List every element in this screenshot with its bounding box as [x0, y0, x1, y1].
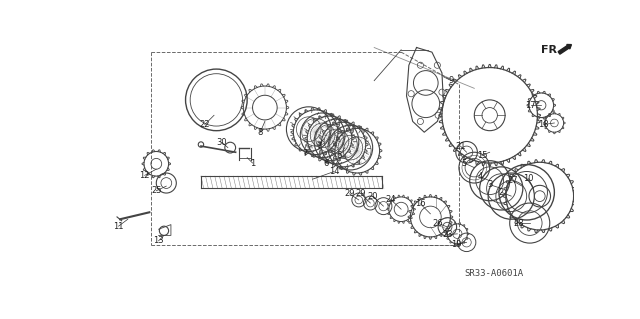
Text: 6: 6	[324, 159, 329, 167]
Text: 6: 6	[337, 151, 342, 160]
FancyArrow shape	[558, 45, 572, 54]
Text: 10: 10	[523, 174, 534, 183]
Text: 13: 13	[154, 236, 164, 245]
Text: 24: 24	[386, 196, 396, 204]
Text: 22: 22	[200, 120, 210, 129]
Text: 28: 28	[514, 219, 524, 227]
Text: 8: 8	[257, 128, 263, 137]
Text: 7: 7	[316, 142, 321, 151]
Text: 4: 4	[478, 172, 483, 182]
Text: 9: 9	[449, 76, 454, 85]
Text: 18: 18	[538, 120, 549, 129]
Text: 23: 23	[442, 230, 452, 239]
Text: 29: 29	[344, 189, 355, 198]
Text: FR.: FR.	[541, 45, 561, 55]
Text: 5: 5	[461, 159, 467, 167]
Text: 30: 30	[216, 138, 227, 147]
Text: 7: 7	[302, 149, 308, 158]
Text: 27: 27	[508, 176, 518, 185]
Text: 15: 15	[477, 151, 487, 160]
Text: 19: 19	[451, 240, 462, 249]
Text: 25: 25	[151, 186, 161, 195]
Text: 20: 20	[367, 192, 378, 201]
Text: 17: 17	[525, 101, 536, 110]
Text: 11: 11	[113, 222, 124, 231]
Text: 14: 14	[329, 167, 339, 176]
Text: 1: 1	[250, 159, 255, 167]
Text: 16: 16	[415, 199, 426, 208]
Text: 12: 12	[140, 171, 150, 180]
Text: 2: 2	[499, 188, 504, 197]
Text: 26: 26	[432, 219, 443, 227]
Text: 3: 3	[487, 180, 492, 189]
Text: 29: 29	[356, 189, 366, 198]
Text: 21: 21	[455, 142, 466, 151]
Text: SR33-A0601A: SR33-A0601A	[464, 269, 523, 278]
